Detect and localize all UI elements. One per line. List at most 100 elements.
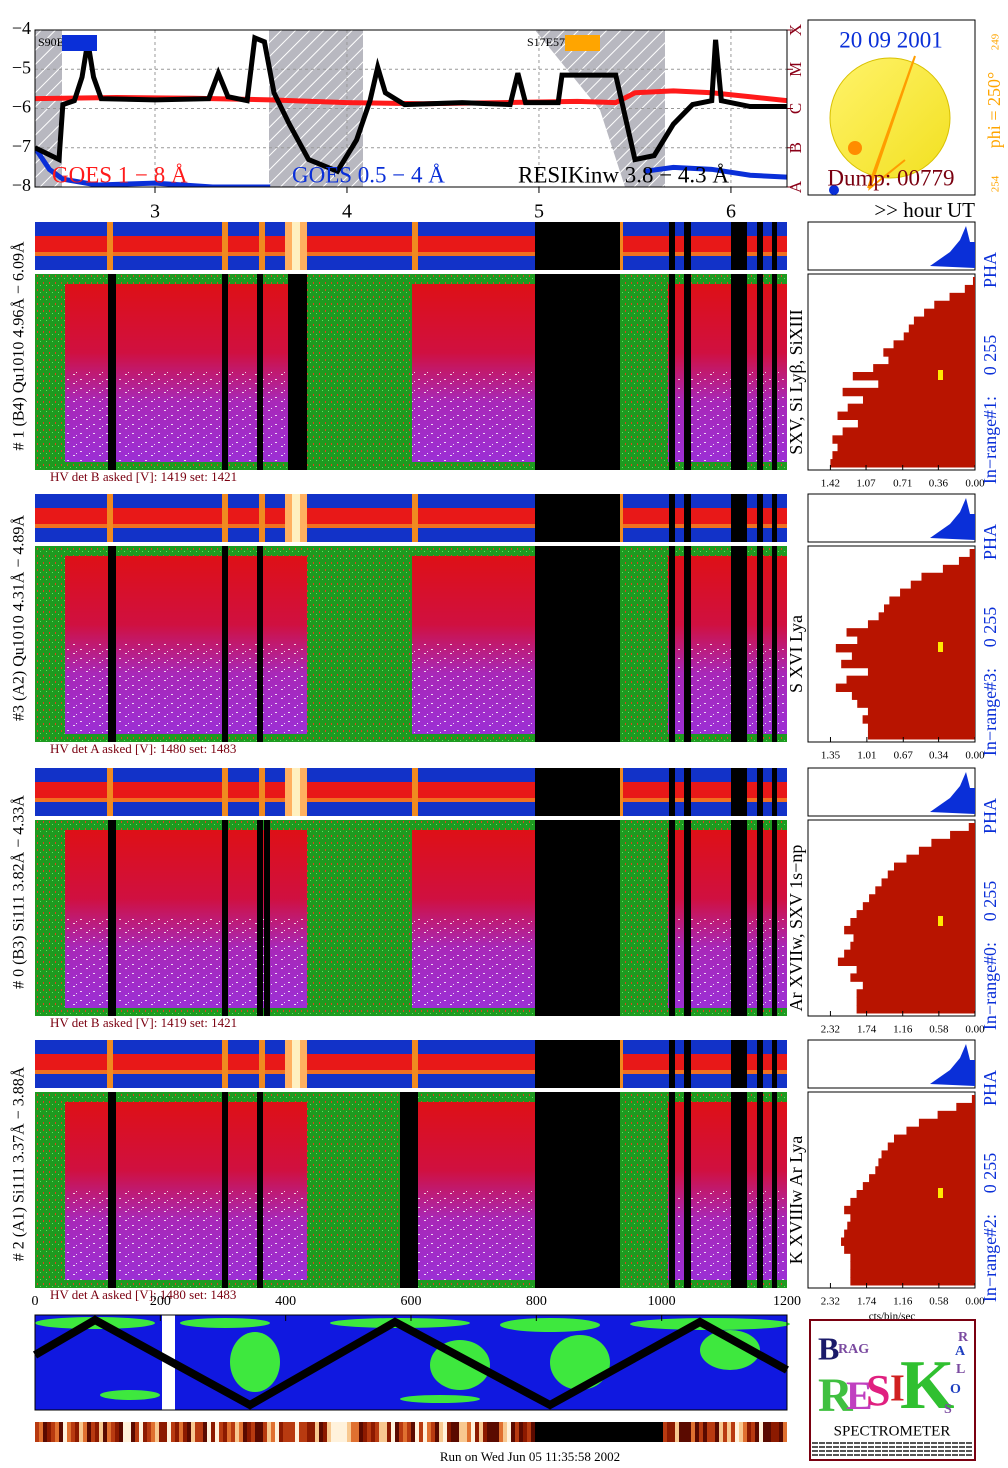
intensity-strip bbox=[659, 1422, 663, 1442]
pha-band-edge bbox=[35, 798, 787, 802]
hist-bar bbox=[968, 823, 975, 832]
intensity-strip bbox=[271, 1422, 275, 1442]
peak-marker bbox=[938, 1188, 943, 1198]
hist-bar bbox=[873, 364, 975, 373]
intensity-strip bbox=[327, 1422, 331, 1442]
intensity-strip bbox=[135, 1422, 139, 1442]
hist-bar bbox=[853, 933, 975, 943]
intensity-strip bbox=[347, 1422, 351, 1442]
intensity-strip bbox=[495, 1422, 499, 1442]
y2-tick-label: C bbox=[786, 103, 805, 114]
hist-bar bbox=[847, 403, 975, 413]
intensity-strip bbox=[375, 1422, 379, 1442]
spectrogram-green bbox=[35, 820, 65, 1016]
intensity-strip bbox=[427, 1422, 431, 1442]
hist-bar bbox=[835, 644, 975, 653]
intensity-strip bbox=[307, 1422, 311, 1442]
intensity-strip bbox=[455, 1422, 459, 1442]
continent bbox=[700, 1330, 760, 1370]
data-gap bbox=[684, 820, 691, 1016]
intensity-strip bbox=[467, 1422, 471, 1442]
data-gap bbox=[684, 768, 691, 816]
intensity-strip bbox=[487, 1422, 491, 1442]
continent bbox=[400, 1395, 480, 1403]
phi-max: 249 bbox=[990, 33, 1002, 50]
intensity-strip bbox=[243, 1422, 247, 1442]
data-gap bbox=[757, 494, 763, 542]
intensity-strip bbox=[155, 1422, 159, 1442]
spectrogram-green bbox=[307, 820, 412, 1016]
logo-name: SPECTROMETER bbox=[834, 1423, 951, 1439]
pha-range: 0 255 bbox=[980, 881, 1000, 922]
intensity-strip bbox=[255, 1422, 259, 1442]
intensity-strip bbox=[459, 1422, 463, 1442]
data-gap bbox=[757, 274, 763, 470]
hist-bar bbox=[844, 949, 975, 959]
intensity-strip bbox=[227, 1422, 231, 1442]
data-gap bbox=[108, 1092, 116, 1288]
hist-tick-label: 1.42 bbox=[821, 478, 840, 490]
data-gap bbox=[731, 1040, 747, 1088]
intensity-strip bbox=[115, 1422, 119, 1442]
pha-range: 0 255 bbox=[980, 335, 1000, 376]
intensity-strip bbox=[163, 1422, 167, 1442]
intensity-strip bbox=[531, 1422, 535, 1442]
pha-line bbox=[222, 1040, 228, 1088]
sun-disk bbox=[829, 57, 951, 179]
intensity-strip bbox=[39, 1422, 43, 1442]
hist-bar bbox=[969, 549, 975, 558]
hist-bar bbox=[878, 379, 975, 389]
intensity-strip bbox=[111, 1422, 115, 1442]
pha-glow-core bbox=[292, 222, 300, 270]
intensity-strip bbox=[127, 1422, 131, 1442]
hist-bar bbox=[850, 1261, 975, 1270]
intensity-strip bbox=[747, 1422, 751, 1442]
hist-bar bbox=[881, 1150, 975, 1159]
hist-bar bbox=[867, 731, 975, 740]
intensity-strip bbox=[267, 1422, 271, 1442]
hist-bar bbox=[862, 715, 975, 724]
data-gap bbox=[757, 1040, 763, 1088]
hist-bar bbox=[888, 356, 975, 365]
intensity-strip bbox=[211, 1422, 215, 1442]
data-gap bbox=[757, 820, 763, 1016]
intensity-strip bbox=[563, 1422, 567, 1442]
intensity-strip bbox=[447, 1422, 451, 1442]
legend-entry: GOES 1 − 8 Å bbox=[52, 162, 188, 187]
orbit-tick-label: 1200 bbox=[773, 1294, 801, 1309]
intensity-strip bbox=[707, 1422, 711, 1442]
intensity-strip bbox=[435, 1422, 439, 1442]
data-gap bbox=[535, 274, 620, 470]
intensity-strip bbox=[463, 1422, 467, 1442]
hist-bar bbox=[837, 443, 975, 452]
logo-box bbox=[809, 1319, 976, 1461]
intensity-strip bbox=[703, 1422, 707, 1442]
intensity-strip bbox=[699, 1422, 703, 1442]
hist-bar bbox=[918, 1118, 975, 1128]
hist-bar bbox=[910, 580, 975, 590]
hist-bar bbox=[913, 316, 975, 325]
intensity-strip bbox=[371, 1422, 375, 1442]
intensity-strip bbox=[139, 1422, 143, 1442]
intensity-strip bbox=[591, 1422, 595, 1442]
series-line bbox=[35, 146, 787, 187]
phi-label: phi = 250° bbox=[984, 72, 1004, 148]
data-gap bbox=[772, 1092, 777, 1288]
intensity-strip bbox=[151, 1422, 155, 1442]
intensity-strip bbox=[363, 1422, 367, 1442]
data-gap bbox=[264, 820, 270, 1016]
intensity-strip bbox=[583, 1422, 587, 1442]
intensity-strip bbox=[311, 1422, 315, 1442]
logo-letter: K bbox=[900, 1347, 954, 1424]
data-gap bbox=[731, 768, 747, 816]
hist-bar bbox=[844, 1229, 975, 1238]
logo-letter: R bbox=[818, 1369, 854, 1422]
intensity-strip bbox=[295, 1422, 299, 1442]
intensity-strip bbox=[643, 1422, 647, 1442]
hist-bar bbox=[893, 1134, 975, 1143]
pha-glow-core bbox=[292, 1040, 300, 1088]
intensity-strip bbox=[223, 1422, 227, 1442]
intensity-strip bbox=[395, 1422, 399, 1442]
intensity-strip bbox=[519, 1422, 523, 1442]
hist-bar bbox=[883, 348, 975, 357]
